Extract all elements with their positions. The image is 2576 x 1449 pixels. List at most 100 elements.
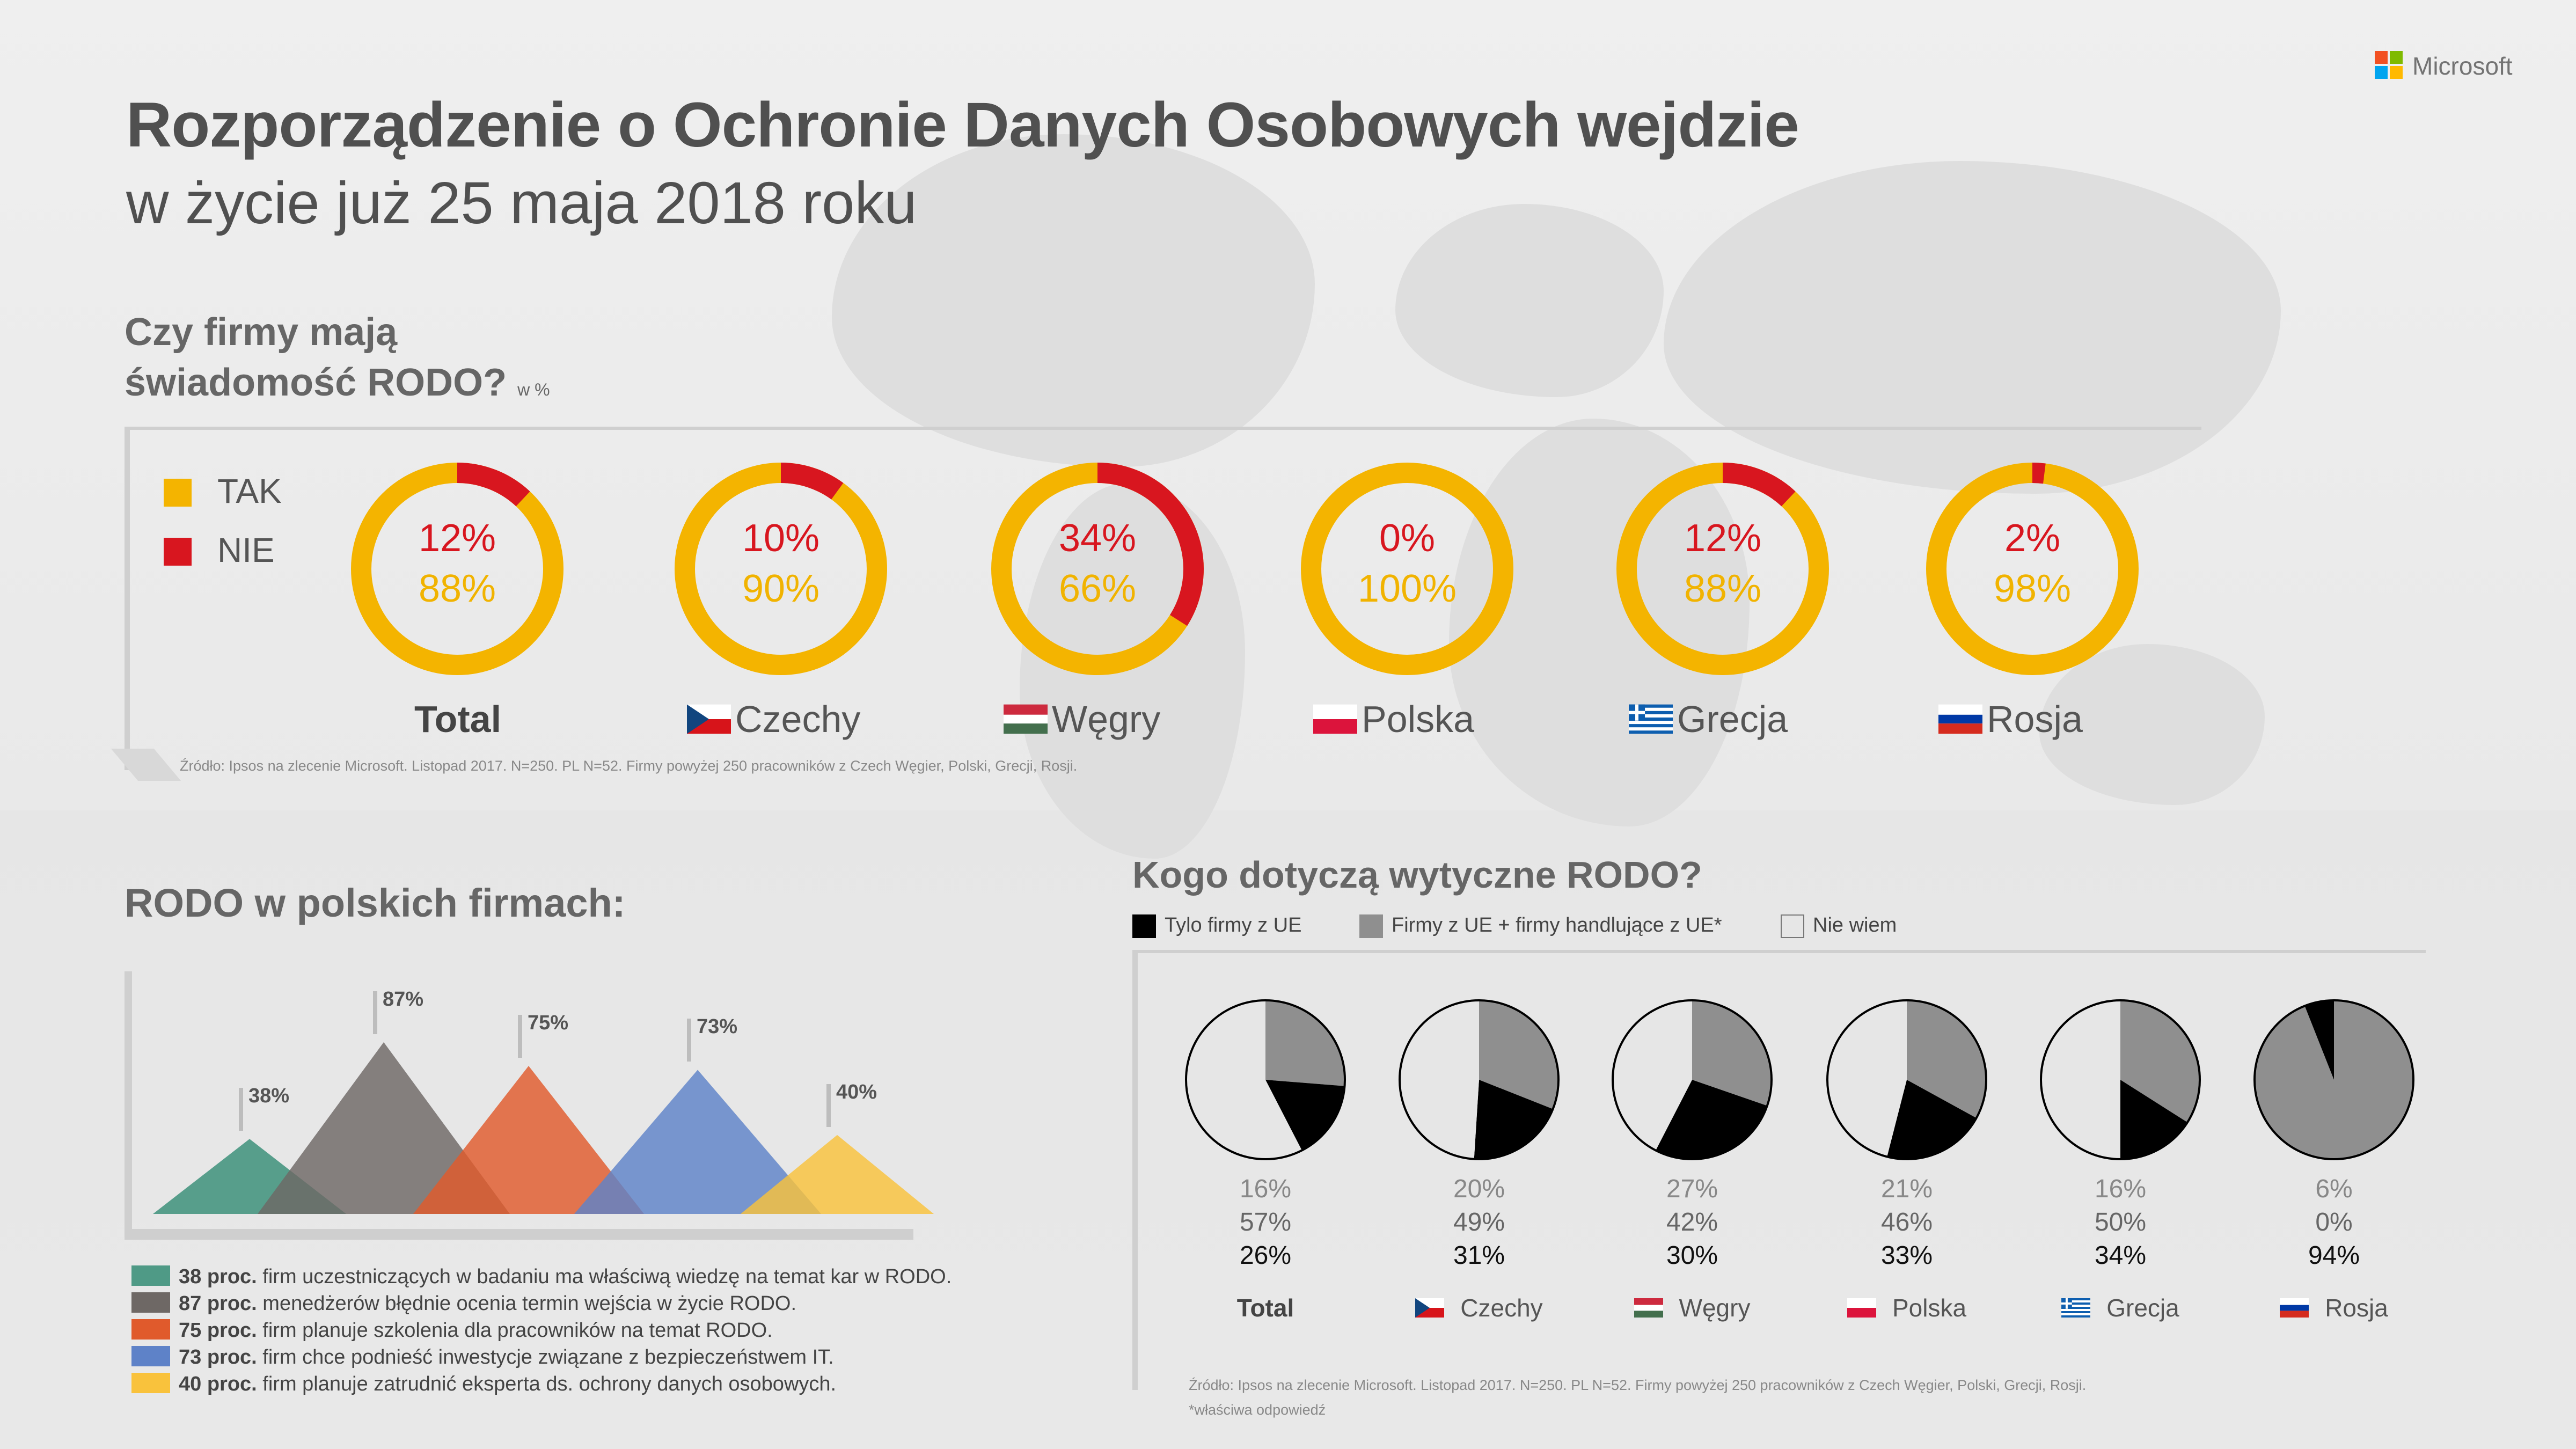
pie-country-wegry: Węgry xyxy=(1590,1293,1794,1322)
scope-legend-label-2: Nie wiem xyxy=(1813,914,1897,936)
pie-value: 94% xyxy=(2308,1241,2360,1270)
triangle-40 xyxy=(741,1135,934,1214)
triangle-label-38: 38% xyxy=(248,1085,290,1108)
label-stem xyxy=(239,1088,243,1131)
nie-value-polska: 0% xyxy=(1379,517,1436,560)
polish-legend-item: 38 proc. firm uczestniczących w badaniu … xyxy=(131,1265,952,1289)
pie-country-grecja: Grecja xyxy=(2018,1293,2222,1322)
polish-legend-item: 75 proc. firm planuje szkolenia dla prac… xyxy=(131,1319,773,1343)
legend-text: firm uczestniczących w badaniu ma właści… xyxy=(257,1265,952,1288)
tak-value-total: 88% xyxy=(418,567,496,610)
pie-slice-firmy-ue-handlujace-wegry xyxy=(1692,1000,1772,1106)
pie-country-total: Total xyxy=(1236,1294,1294,1322)
scope-frame-left xyxy=(1132,950,1138,1390)
polish-legend-item: 73 proc. firm chce podnieść inwestycje z… xyxy=(131,1345,834,1370)
legend-swatch xyxy=(131,1319,170,1340)
brand-name: Microsoft xyxy=(2412,52,2513,80)
pie-outline-czechy xyxy=(1399,999,1560,1160)
awareness-source: Źródło: Ipsos na zlecenie Microsoft. Lis… xyxy=(180,758,1078,774)
pie-value: 6% xyxy=(2315,1175,2353,1203)
country-label-grecja: Grecja xyxy=(1629,698,1788,741)
polish-legend-item: 40 proc. firm planuje zatrudnić eksperta… xyxy=(131,1372,836,1396)
pie-values-polska: 21% 46% 33% xyxy=(1826,1173,1987,1272)
wegry-flag-icon xyxy=(1634,1298,1663,1318)
pie-value: 27% xyxy=(1666,1175,1718,1203)
pie-value: 57% xyxy=(1239,1208,1292,1236)
map-europe-shape xyxy=(1395,204,1664,397)
legend-text: firm planuje szkolenia dla pracowników n… xyxy=(257,1319,773,1342)
nie-value-wegry: 34% xyxy=(1058,517,1137,560)
donut-nie-wegry xyxy=(991,463,1204,675)
pie-slice-tylko-ue-total xyxy=(1265,1080,1345,1151)
legend-swatch xyxy=(131,1265,170,1286)
pie-outline-total xyxy=(1185,999,1346,1160)
scope-legend-swatch-1 xyxy=(1359,914,1383,938)
czechy-flag-icon xyxy=(687,704,731,734)
pie-values-total: 16% 57% 26% xyxy=(1185,1173,1346,1272)
pie-slice-tylko-ue-rosja xyxy=(2304,1000,2334,1080)
triangle-label-73: 73% xyxy=(697,1015,738,1038)
legend-bold: 38 proc. xyxy=(179,1265,257,1288)
grecja-flag-icon xyxy=(2061,1298,2091,1318)
pie-slice-firmy-ue-handlujace-total xyxy=(1265,1000,1345,1086)
pie-value: 49% xyxy=(1453,1208,1505,1236)
scope-legend-swatch-2 xyxy=(1781,914,1804,938)
tak-value-polska: 100% xyxy=(1357,567,1457,610)
pie-slice-tylko-ue-polska xyxy=(1887,1080,1977,1159)
awareness-frame-top xyxy=(125,427,2201,430)
tak-value-wegry: 66% xyxy=(1058,567,1137,610)
pie-slice-tylko-ue-wegry xyxy=(1656,1080,1767,1159)
pie-value: 0% xyxy=(2315,1208,2353,1236)
pie-value: 33% xyxy=(1880,1241,1933,1270)
donut-nie-grecja xyxy=(1616,463,1829,675)
polish-frame-bottom xyxy=(125,1229,913,1240)
pie-country-rosja: Rosja xyxy=(2232,1293,2436,1322)
awareness-title-line2: świadomość RODO? w % xyxy=(125,361,550,404)
country-label-wegry: Węgry xyxy=(1004,698,1160,741)
pie-country-polska: Polska xyxy=(1805,1293,2009,1322)
pie-values-czechy: 20% 49% 31% xyxy=(1399,1173,1560,1272)
country-label-polska: Polska xyxy=(1313,698,1474,741)
label-stem xyxy=(687,1019,691,1062)
label-stem xyxy=(373,991,377,1034)
grecja-flag-icon xyxy=(1629,704,1673,734)
page-title: Rozporządzenie o Ochronie Danych Osobowy… xyxy=(126,90,1799,160)
scope-source: Źródło: Ipsos na zlecenie Microsoft. Lis… xyxy=(1189,1377,2087,1393)
polish-frame-left xyxy=(125,971,132,1240)
wegry-flag-icon xyxy=(1004,704,1048,734)
donut-nie-rosja xyxy=(1926,463,2139,675)
country-label-czechy: Czechy xyxy=(687,698,860,741)
pie-value: 34% xyxy=(2094,1241,2147,1270)
nie-value-total: 12% xyxy=(418,517,496,560)
polish-title: RODO w polskich firmach: xyxy=(125,881,626,925)
tak-value-grecja: 88% xyxy=(1684,567,1762,610)
legend-bold: 73 proc. xyxy=(179,1346,257,1368)
pie-slice-tylko-ue-czechy xyxy=(1474,1080,1553,1160)
triangle-label-75: 75% xyxy=(528,1012,569,1035)
legend-swatch xyxy=(131,1372,170,1393)
donut-nie-czechy xyxy=(675,463,887,675)
polska-flag-icon xyxy=(1313,704,1357,734)
label-stem xyxy=(826,1084,831,1127)
pie-values-wegry: 27% 42% 30% xyxy=(1612,1173,1773,1272)
pie-outline-wegry xyxy=(1612,999,1773,1160)
legend-tak-swatch xyxy=(164,479,192,507)
pie-slice-nie-wiem-polska xyxy=(1827,1000,1907,1157)
legend-swatch xyxy=(131,1292,170,1313)
scope-legend-label-1: Firmy z UE + firmy handlujące z UE* xyxy=(1392,914,1722,936)
scope-frame-top xyxy=(1132,950,2426,953)
legend-swatch xyxy=(131,1345,170,1366)
awareness-title-line1: Czy firmy mają xyxy=(125,311,398,354)
scope-footnote: *właściwa odpowiedź xyxy=(1189,1402,1326,1418)
pie-slice-nie-wiem-total xyxy=(1186,1000,1302,1160)
pie-values-rosja: 6% 0% 94% xyxy=(2253,1173,2414,1272)
country-label-total: Total xyxy=(414,698,502,740)
pie-values-grecja: 16% 50% 34% xyxy=(2040,1173,2201,1272)
triangle-73 xyxy=(574,1070,821,1214)
triangle-label-87: 87% xyxy=(383,988,424,1011)
czechy-flag-icon xyxy=(1415,1298,1445,1318)
pie-slice-nie-wiem-czechy xyxy=(1400,1000,1479,1159)
rosja-flag-icon xyxy=(2280,1298,2309,1318)
pie-country-czechy: Czechy xyxy=(1377,1293,1581,1322)
